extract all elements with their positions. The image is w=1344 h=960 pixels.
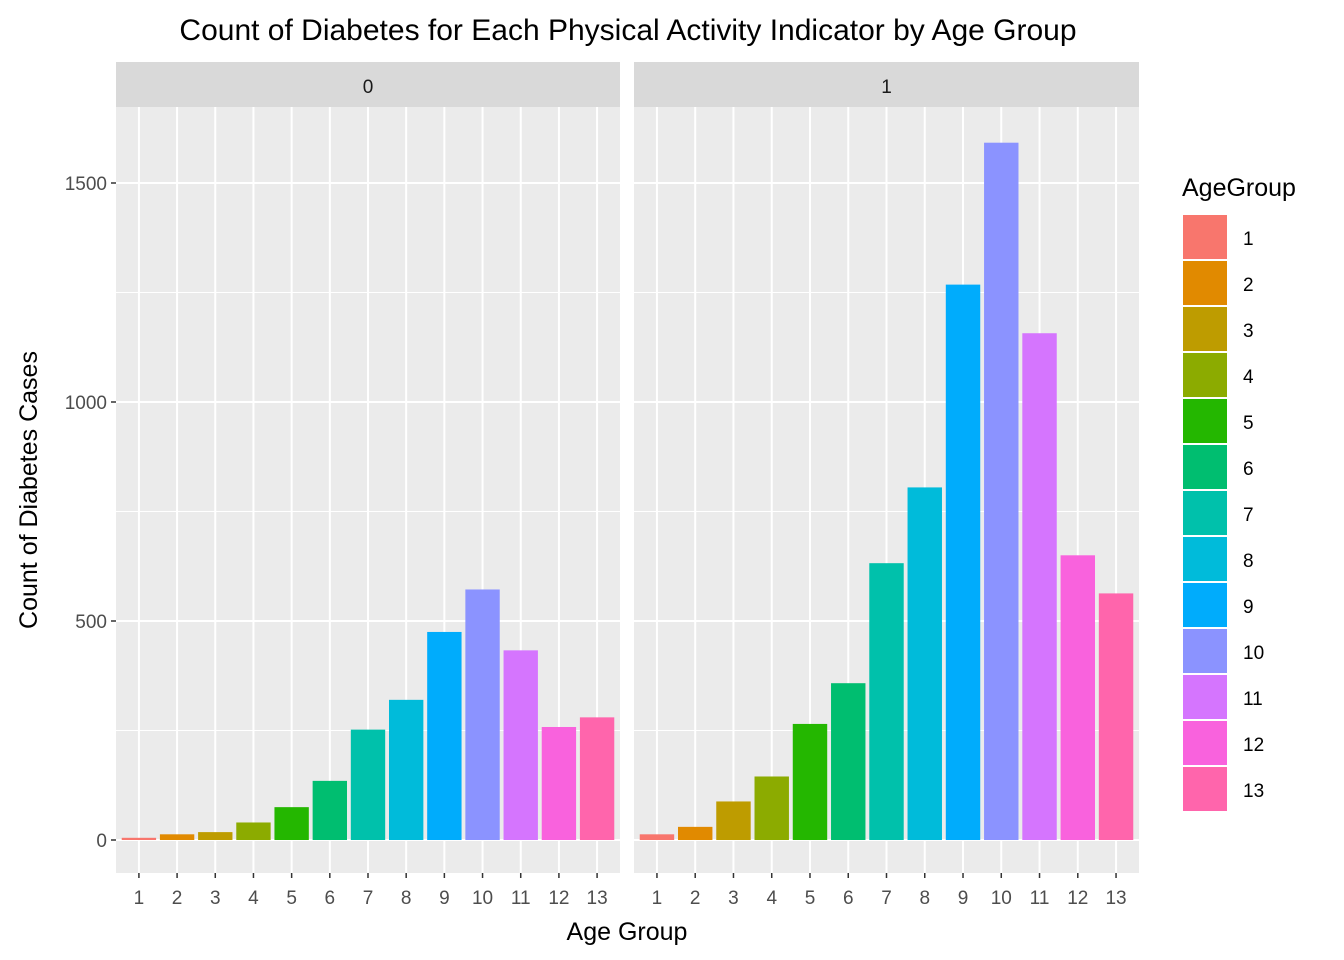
facet-strip (634, 62, 1139, 107)
x-tick-label: 3 (728, 888, 739, 909)
legend-label-3: 3 (1243, 321, 1254, 342)
x-tick-label: 10 (991, 888, 1012, 909)
x-tick-label: 11 (511, 888, 531, 909)
bar-1-2 (677, 826, 713, 840)
bar-0-9 (427, 631, 462, 840)
legend-label-4: 4 (1243, 367, 1254, 388)
legend-label-8: 8 (1243, 551, 1254, 572)
x-tick-label: 11 (1030, 888, 1050, 909)
legend-key-11 (1183, 675, 1227, 719)
legend-label-9: 9 (1243, 597, 1254, 618)
legend-key-13 (1183, 767, 1227, 811)
bar-1-5 (792, 723, 828, 840)
legend-key-1 (1183, 215, 1227, 259)
legend-key-9 (1183, 583, 1227, 627)
legend-title: AgeGroup (1182, 174, 1296, 202)
legend-key-4 (1183, 353, 1227, 397)
legend-label-7: 7 (1243, 505, 1254, 526)
x-tick-label: 7 (363, 888, 374, 909)
x-axis-title: Age Group (567, 918, 688, 946)
x-tick-label: 4 (248, 888, 259, 909)
x-tick-label: 5 (286, 888, 297, 909)
legend-label-5: 5 (1243, 413, 1254, 434)
bar-0-2 (159, 834, 195, 840)
x-tick-label: 2 (690, 888, 701, 909)
legend-label-1: 1 (1243, 229, 1254, 250)
bar-1-6 (831, 683, 866, 840)
x-tick-label: 13 (1105, 888, 1126, 909)
bar-1-7 (869, 563, 904, 840)
facet-strip-label: 0 (363, 77, 374, 98)
legend-key-8 (1183, 537, 1227, 581)
facet-panel-1: 11 2 3 4 5 6 7 8 9 10 11 12 13 (634, 62, 1139, 909)
x-tick-label: 8 (401, 888, 412, 909)
x-tick-label: 12 (548, 888, 569, 909)
x-tick-label: 2 (172, 888, 183, 909)
legend-label-12: 12 (1243, 735, 1264, 756)
x-tick-label: 6 (325, 888, 336, 909)
y-tick-label: 500 (75, 612, 107, 633)
x-tick-label: 13 (587, 888, 608, 909)
bar-1-11 (1022, 333, 1057, 840)
legend-key-10 (1183, 629, 1227, 673)
legend-key-5 (1183, 399, 1227, 443)
y-tick-label: 0 (96, 831, 107, 852)
legend-label-13: 13 (1243, 781, 1264, 802)
bar-1-12 (1060, 555, 1096, 840)
bar-1-4 (754, 776, 789, 840)
legend-label-2: 2 (1243, 275, 1254, 296)
facet-strip-label: 1 (881, 77, 892, 98)
x-tick-label: 9 (958, 888, 969, 909)
x-tick-label: 6 (843, 888, 854, 909)
x-tick-label: 7 (881, 888, 892, 909)
y-axis-title: Count of Diabetes Cases (15, 351, 43, 629)
y-tick-label: 1500 (65, 174, 107, 195)
bar-0-8 (389, 699, 424, 840)
x-tick-label: 5 (805, 888, 816, 909)
y-tick-label: 1000 (65, 393, 107, 414)
x-tick-label: 9 (439, 888, 450, 909)
legend-key-7 (1183, 491, 1227, 535)
x-tick-label: 1 (134, 888, 145, 909)
bar-0-11 (503, 650, 538, 840)
x-tick-label: 4 (766, 888, 777, 909)
bar-0-7 (350, 729, 386, 840)
bar-0-5 (274, 807, 309, 840)
bar-0-1 (121, 837, 157, 840)
bar-0-10 (465, 589, 500, 840)
x-tick-label: 3 (210, 888, 221, 909)
bar-0-6 (312, 780, 347, 840)
bar-0-4 (236, 822, 271, 840)
facet-strip (116, 62, 620, 107)
bar-1-1 (639, 834, 675, 840)
bar-1-8 (907, 487, 942, 840)
x-tick-label: 1 (652, 888, 663, 909)
x-tick-label: 10 (472, 888, 493, 909)
legend-label-6: 6 (1243, 459, 1254, 480)
bar-0-12 (541, 726, 577, 840)
bar-1-10 (984, 142, 1019, 841)
legend-label-11: 11 (1243, 689, 1263, 710)
chart-title: Count of Diabetes for Each Physical Acti… (179, 14, 1076, 47)
bar-0-13 (579, 717, 615, 840)
legend-key-2 (1183, 261, 1227, 305)
bar-1-9 (945, 284, 981, 841)
legend-label-10: 10 (1243, 643, 1264, 664)
legend-key-3 (1183, 307, 1227, 351)
bar-0-3 (198, 832, 233, 840)
bar-1-13 (1098, 593, 1134, 840)
x-tick-label: 8 (919, 888, 930, 909)
x-tick-label: 12 (1067, 888, 1088, 909)
bar-1-3 (716, 801, 751, 840)
legend-key-6 (1183, 445, 1227, 489)
legend-key-12 (1183, 721, 1227, 765)
